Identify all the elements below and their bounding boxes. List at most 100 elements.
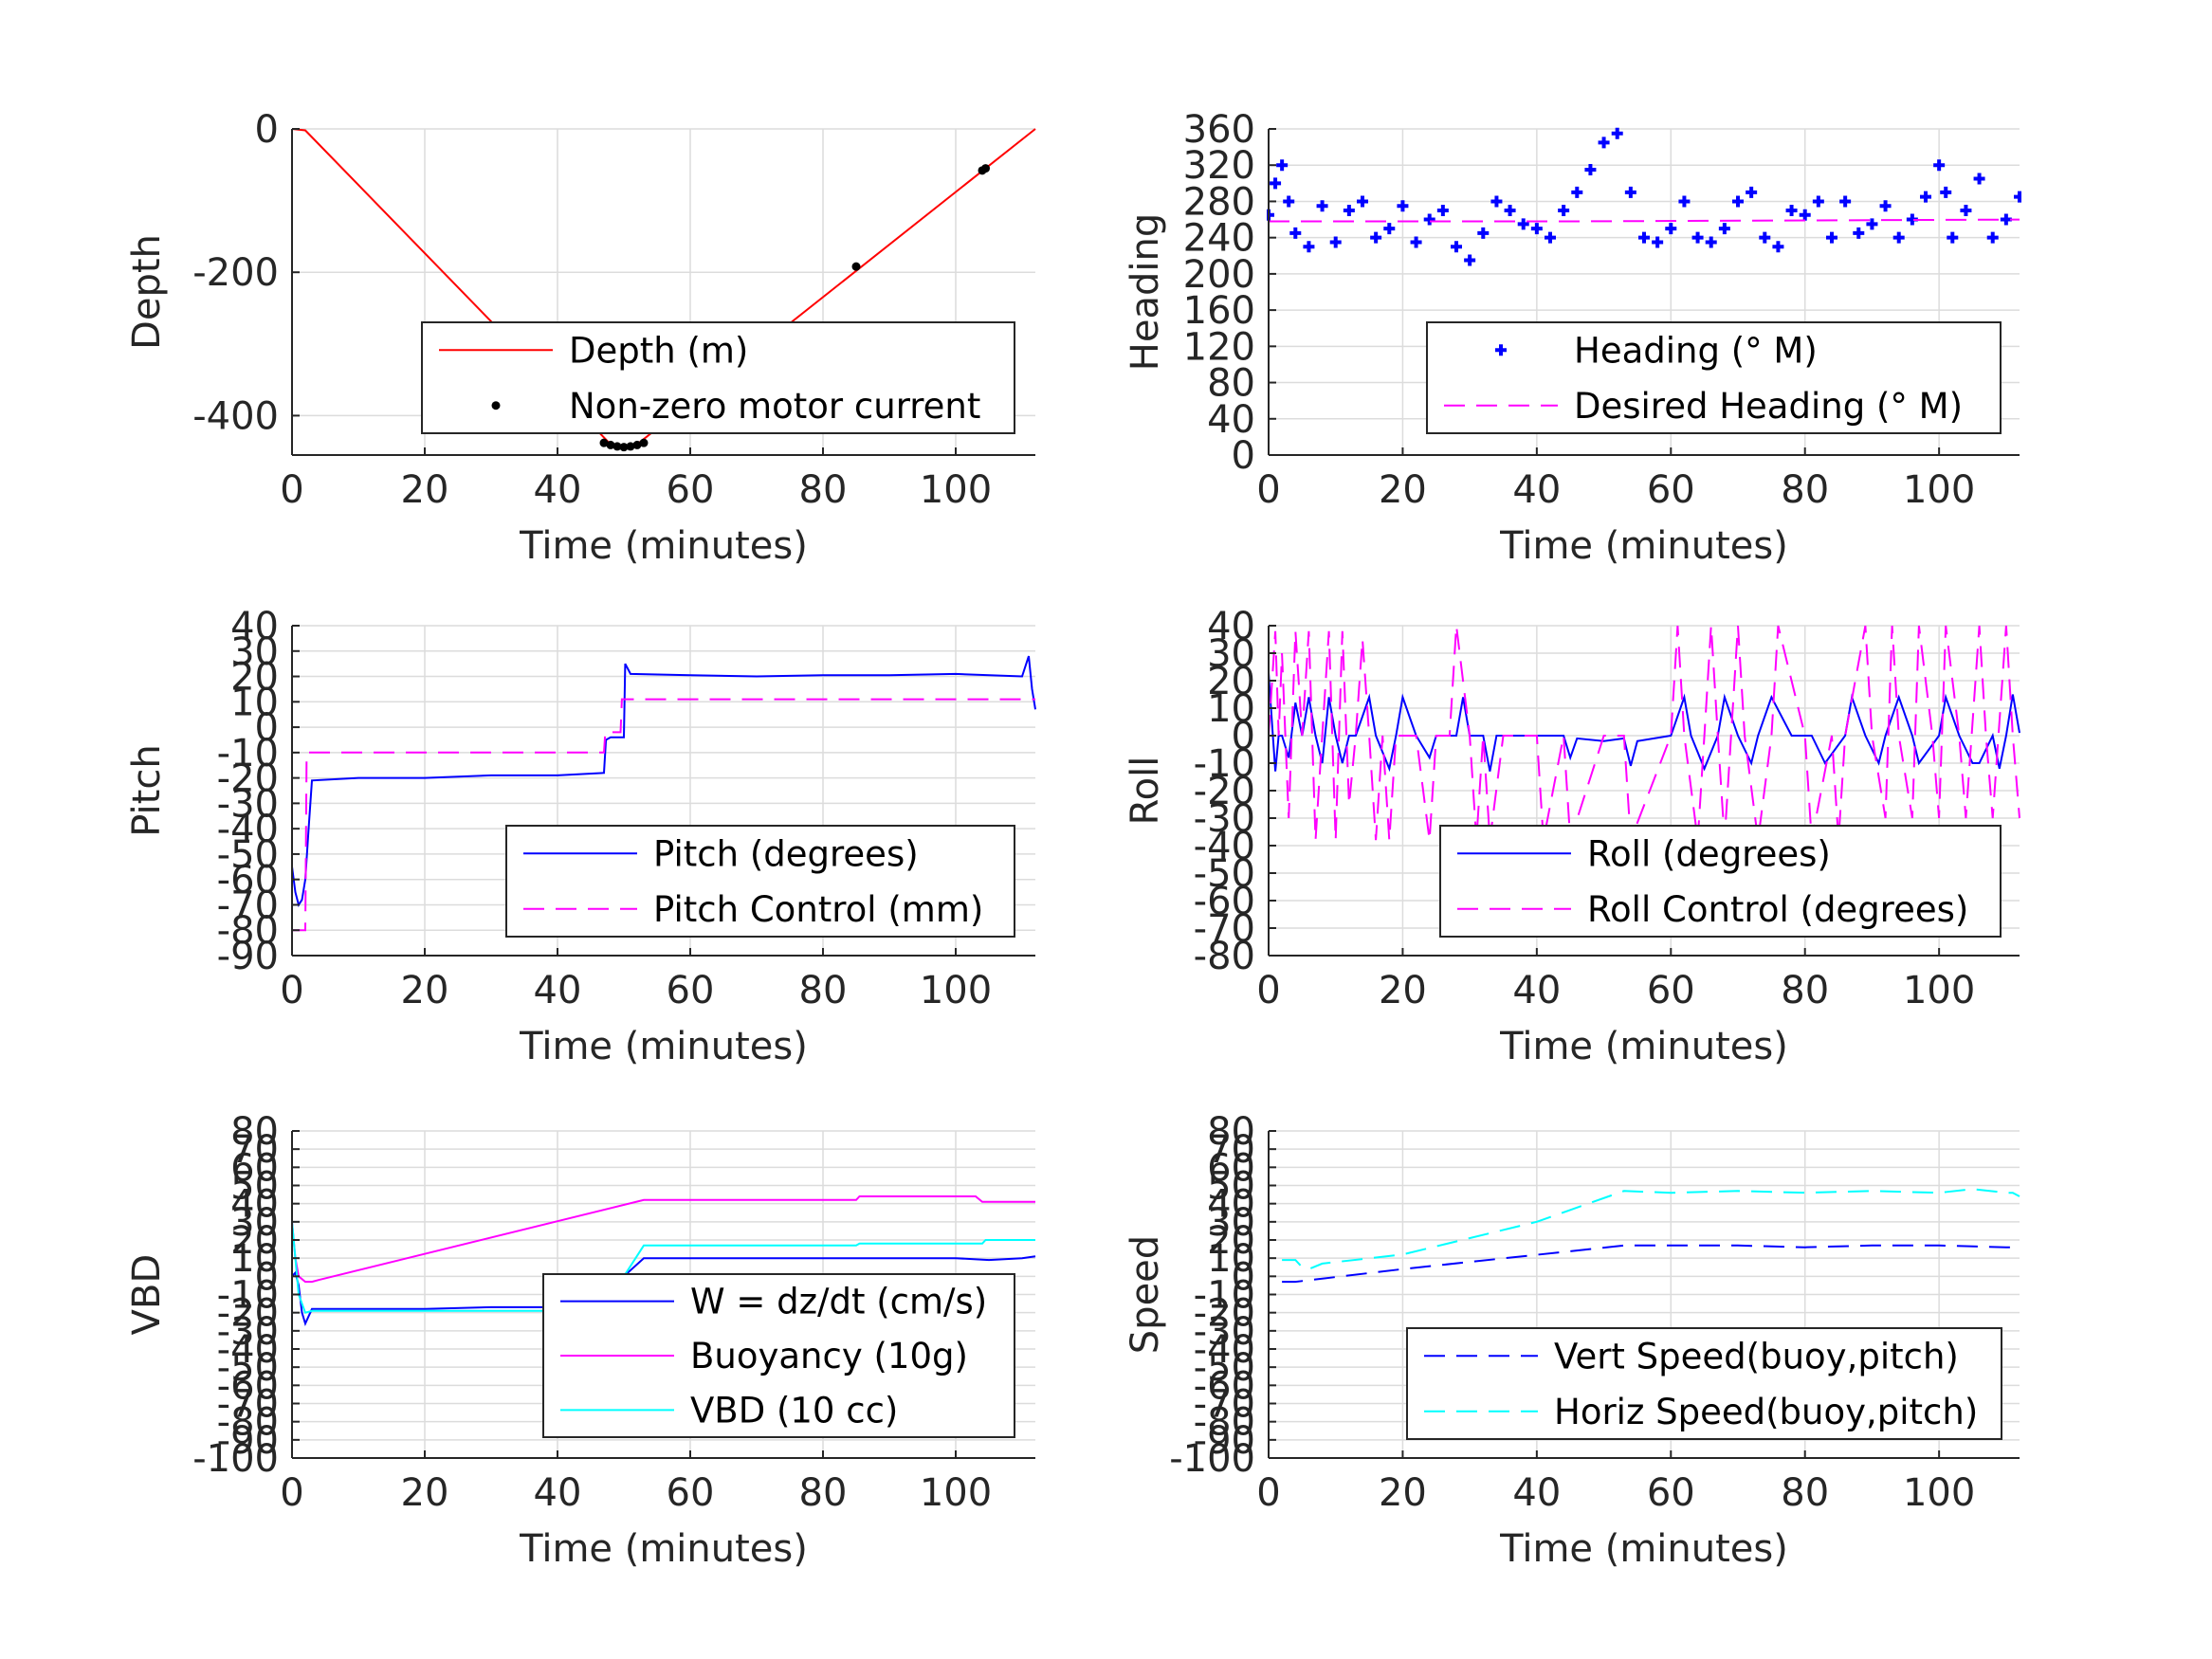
series-line	[1282, 1244, 2020, 1284]
data-point	[606, 440, 615, 449]
series-line	[1268, 625, 2020, 841]
data-point	[1940, 186, 1952, 198]
legend-label: Desired Heading (° M)	[1574, 386, 1963, 427]
y-tick-label: -200	[192, 251, 279, 295]
data-point	[626, 442, 635, 451]
data-point	[1598, 137, 1610, 149]
data-point	[1665, 223, 1677, 235]
y-tick-label: 30	[230, 630, 279, 674]
series-line	[292, 698, 1035, 932]
y-tick-label: -90	[1194, 1419, 1255, 1463]
data-point	[2000, 213, 2012, 226]
y-tick-label: 10	[230, 1237, 279, 1281]
legend-box	[505, 825, 1015, 938]
data-point	[1289, 227, 1302, 239]
data-point	[1270, 177, 1282, 190]
y-tick-label: 320	[1183, 144, 1255, 188]
data-point	[612, 442, 622, 451]
x-tick-label: 20	[401, 468, 449, 512]
x-tick-label: 80	[1781, 969, 1829, 1012]
y-tick-label: 360	[1183, 108, 1255, 152]
y-tick-label: 40	[230, 605, 279, 648]
y-axis-label: Depth	[125, 234, 169, 350]
data-point	[639, 438, 649, 447]
data-point	[1477, 227, 1490, 239]
y-tick-label: 10	[1207, 687, 1255, 731]
legend-item: Horiz Speed(buoy,pitch)	[1424, 1392, 1978, 1432]
y-tick-label: 40	[1207, 605, 1255, 648]
data-point	[1691, 231, 1704, 244]
chart-panel-6: 0 20 40 60 80 100-100-90-80-70-60-50-40-30-20…	[1124, 1110, 2020, 1571]
data-point	[1370, 231, 1382, 244]
data-point	[1947, 231, 1959, 244]
series-line	[1269, 218, 2020, 223]
chart-panel-1: 0 20 40 60 80 100 0 -200 -400 Time (minutes) Depth…	[125, 108, 1036, 568]
legend-item: Desired Heading (° M)	[1444, 386, 1963, 427]
y-tick-label: 70	[1207, 1128, 1255, 1172]
data-point	[1785, 205, 1798, 216]
data-point	[1799, 209, 1811, 221]
data-point	[1826, 231, 1837, 244]
x-tick-label: 100	[920, 969, 992, 1012]
chart-panel-3: 0 20 40 60 80 100-90-80-70-60-50-40-30-20-100…	[125, 605, 1036, 1068]
x-tick-label: 80	[799, 468, 848, 512]
data-point	[1464, 254, 1476, 266]
x-tick-label: 40	[534, 1471, 582, 1515]
legend-label: Non-zero motor current	[569, 386, 980, 427]
y-tick-label: 60	[230, 1146, 279, 1190]
y-tick-label: -60	[1194, 1364, 1255, 1408]
y-tick-label: -10	[217, 732, 279, 775]
data-point	[1920, 191, 1931, 203]
legend-label: Horiz Speed(buoy,pitch)	[1554, 1392, 1978, 1432]
x-tick-label: 40	[1512, 468, 1561, 512]
y-tick-label: 50	[1207, 1165, 1255, 1209]
y-tick-label: -100	[1169, 1437, 1255, 1481]
y-tick-label: 20	[1207, 660, 1255, 703]
legend-item: Pitch (degrees)	[523, 833, 919, 874]
legend-label: Roll Control (degrees)	[1587, 889, 1968, 930]
y-axis-label: Speed	[1124, 1235, 1167, 1354]
series-heading-m	[1267, 127, 2021, 266]
legend-item: Depth (m)	[439, 330, 748, 371]
y-tick-label: 20	[1207, 1219, 1255, 1263]
legend-label: Buoyancy (10g)	[690, 1336, 968, 1376]
x-tick-label: 80	[799, 969, 848, 1012]
data-point	[619, 443, 629, 452]
y-tick-label: -60	[217, 1364, 279, 1408]
data-point	[1960, 205, 1972, 216]
y-tick-label: -10	[1194, 1274, 1255, 1318]
data-point	[1611, 127, 1623, 139]
x-tick-label: 40	[1512, 969, 1561, 1012]
data-point	[1624, 186, 1636, 198]
y-tick-label: -80	[1194, 935, 1255, 978]
data-point	[1504, 205, 1516, 216]
x-tick-label: 60	[1647, 969, 1695, 1012]
y-tick-label: -70	[217, 1383, 279, 1427]
y-tick-label: -40	[217, 1328, 279, 1372]
series-group	[1282, 1188, 2020, 1284]
data-point	[1746, 186, 1758, 198]
legend: Heading (° M) Desired Heading (° M)	[1426, 321, 2002, 434]
x-tick-label: 80	[799, 1471, 848, 1515]
legend-box	[1426, 321, 2002, 434]
y-tick-label: 30	[230, 1201, 279, 1245]
data-point	[1343, 205, 1355, 216]
data-point	[491, 401, 501, 410]
legend: Vert Speed(buoy,pitch) Horiz Speed(buoy,p…	[1406, 1327, 2002, 1440]
legend-item: Non-zero motor current	[491, 386, 980, 427]
data-point	[1329, 236, 1342, 248]
y-tick-label: 40	[230, 1183, 279, 1227]
y-axis-label: Pitch	[125, 744, 169, 836]
series-line	[291, 1195, 1035, 1284]
x-tick-label: 20	[401, 969, 449, 1012]
x-tick-label: 0	[280, 1471, 303, 1515]
y-axis-label: VBD	[125, 1254, 169, 1336]
chart-panel-4: 0 20 40 60 80 100-80-70-60-50-40-30-20-100102…	[1124, 605, 2020, 1068]
y-tick-label: -30	[217, 782, 279, 826]
x-tick-label: 40	[534, 969, 582, 1012]
data-point	[1986, 231, 1999, 244]
y-tick-label: -50	[217, 833, 279, 877]
y-tick-label: 160	[1183, 289, 1255, 333]
data-point	[1490, 195, 1503, 208]
x-tick-label: 100	[1903, 969, 1975, 1012]
